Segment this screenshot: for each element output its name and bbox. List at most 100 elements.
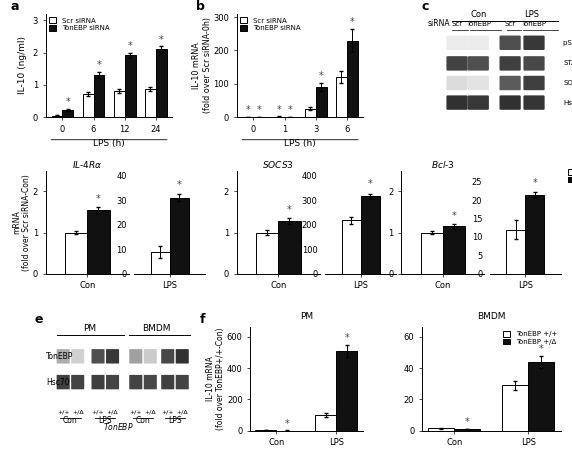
Text: *: *: [277, 105, 281, 115]
Text: Con: Con: [470, 10, 486, 19]
Bar: [454, 429, 480, 431]
Title: PM: PM: [300, 312, 313, 321]
FancyBboxPatch shape: [468, 56, 489, 71]
Bar: [316, 87, 327, 117]
Text: *: *: [344, 333, 349, 344]
Text: pSTAT3 (pY): pSTAT3 (pY): [563, 39, 572, 46]
Bar: [145, 89, 156, 117]
Text: b: b: [196, 0, 205, 13]
Text: BMDM: BMDM: [142, 324, 170, 332]
Bar: [150, 252, 170, 274]
Bar: [170, 198, 189, 274]
Title: $\mathit{SOCS3}$: $\mathit{SOCS3}$: [263, 159, 294, 170]
FancyBboxPatch shape: [129, 375, 142, 389]
FancyBboxPatch shape: [144, 349, 157, 363]
Text: +/Δ: +/Δ: [176, 409, 188, 414]
Text: Scr: Scr: [505, 21, 516, 27]
Bar: [88, 210, 110, 274]
Text: TonEBP: TonEBP: [522, 21, 546, 27]
FancyBboxPatch shape: [499, 36, 521, 50]
Text: +/+: +/+: [92, 409, 104, 414]
FancyBboxPatch shape: [468, 95, 489, 110]
Title: $\mathit{Bcl}$-$\mathit{3}$: $\mathit{Bcl}$-$\mathit{3}$: [431, 159, 455, 170]
Bar: [502, 385, 529, 431]
FancyBboxPatch shape: [523, 76, 545, 90]
FancyBboxPatch shape: [92, 349, 105, 363]
FancyBboxPatch shape: [71, 349, 84, 363]
Text: *: *: [97, 60, 101, 70]
FancyBboxPatch shape: [129, 349, 142, 363]
Bar: [336, 351, 358, 431]
FancyBboxPatch shape: [446, 95, 468, 110]
Bar: [114, 91, 125, 117]
Text: *: *: [65, 97, 70, 107]
Text: Hsc70: Hsc70: [563, 100, 572, 106]
Text: PM: PM: [83, 324, 96, 332]
Bar: [360, 196, 380, 274]
Bar: [62, 110, 73, 117]
Bar: [156, 50, 166, 117]
FancyBboxPatch shape: [499, 76, 521, 90]
FancyBboxPatch shape: [71, 375, 84, 389]
Bar: [305, 109, 316, 117]
Title: BMDM: BMDM: [477, 312, 506, 321]
Text: *: *: [96, 194, 101, 204]
Text: *: *: [465, 417, 470, 427]
Legend: TonEBP +/+, TonEBP +/Δ: TonEBP +/+, TonEBP +/Δ: [503, 331, 557, 345]
FancyBboxPatch shape: [144, 375, 157, 389]
Text: *: *: [245, 105, 251, 115]
Bar: [341, 220, 360, 274]
FancyBboxPatch shape: [523, 95, 545, 110]
FancyBboxPatch shape: [57, 375, 70, 389]
Bar: [65, 232, 88, 274]
Text: +/Δ: +/Δ: [107, 409, 118, 414]
FancyBboxPatch shape: [176, 349, 189, 363]
Text: Con: Con: [63, 416, 78, 425]
Bar: [82, 94, 94, 117]
Text: STAT3: STAT3: [563, 60, 572, 66]
Text: siRNA: siRNA: [428, 19, 451, 28]
Y-axis label: mRNA
(fold over Scr siRNA-Con): mRNA (fold over Scr siRNA-Con): [12, 174, 31, 270]
Text: *: *: [539, 344, 543, 354]
Text: *: *: [368, 179, 372, 189]
Bar: [316, 415, 336, 431]
Text: +/+: +/+: [129, 409, 142, 414]
Text: *: *: [128, 41, 133, 50]
Text: *: *: [177, 180, 181, 190]
Text: *: *: [350, 17, 355, 27]
Bar: [428, 428, 454, 431]
X-axis label: LPS (h): LPS (h): [93, 139, 125, 148]
FancyBboxPatch shape: [92, 375, 105, 389]
Bar: [336, 77, 347, 117]
FancyBboxPatch shape: [446, 56, 468, 71]
Bar: [506, 230, 525, 274]
FancyBboxPatch shape: [106, 375, 119, 389]
Text: c: c: [421, 0, 428, 13]
FancyBboxPatch shape: [499, 56, 521, 71]
Bar: [525, 194, 545, 274]
FancyBboxPatch shape: [523, 36, 545, 50]
Bar: [443, 226, 465, 274]
FancyBboxPatch shape: [176, 375, 189, 389]
Text: *: *: [285, 419, 289, 429]
Text: *: *: [287, 205, 292, 215]
Bar: [347, 40, 358, 117]
Y-axis label: IL-10 mRNA
(fold over Scr siRNA-0h): IL-10 mRNA (fold over Scr siRNA-0h): [193, 18, 212, 113]
Bar: [256, 232, 278, 274]
FancyBboxPatch shape: [446, 36, 468, 50]
FancyBboxPatch shape: [161, 375, 174, 389]
Text: *: *: [452, 211, 456, 221]
Text: Con: Con: [136, 416, 150, 425]
Y-axis label: IL-10 mRNA
(fold over TonEBP+/+-Con): IL-10 mRNA (fold over TonEBP+/+-Con): [206, 328, 225, 430]
Text: SOCS3: SOCS3: [563, 80, 572, 86]
Title: $\mathit{IL}$-$\mathit{4R\alpha}$: $\mathit{IL}$-$\mathit{4R\alpha}$: [72, 159, 102, 170]
FancyBboxPatch shape: [523, 56, 545, 71]
Text: +/Δ: +/Δ: [145, 409, 156, 414]
Text: *: *: [159, 35, 164, 44]
FancyBboxPatch shape: [468, 36, 489, 50]
Text: *: *: [288, 105, 292, 115]
FancyBboxPatch shape: [446, 76, 468, 90]
Text: *: *: [256, 105, 261, 115]
Text: Scr: Scr: [451, 21, 463, 27]
Text: +/+: +/+: [57, 409, 69, 414]
